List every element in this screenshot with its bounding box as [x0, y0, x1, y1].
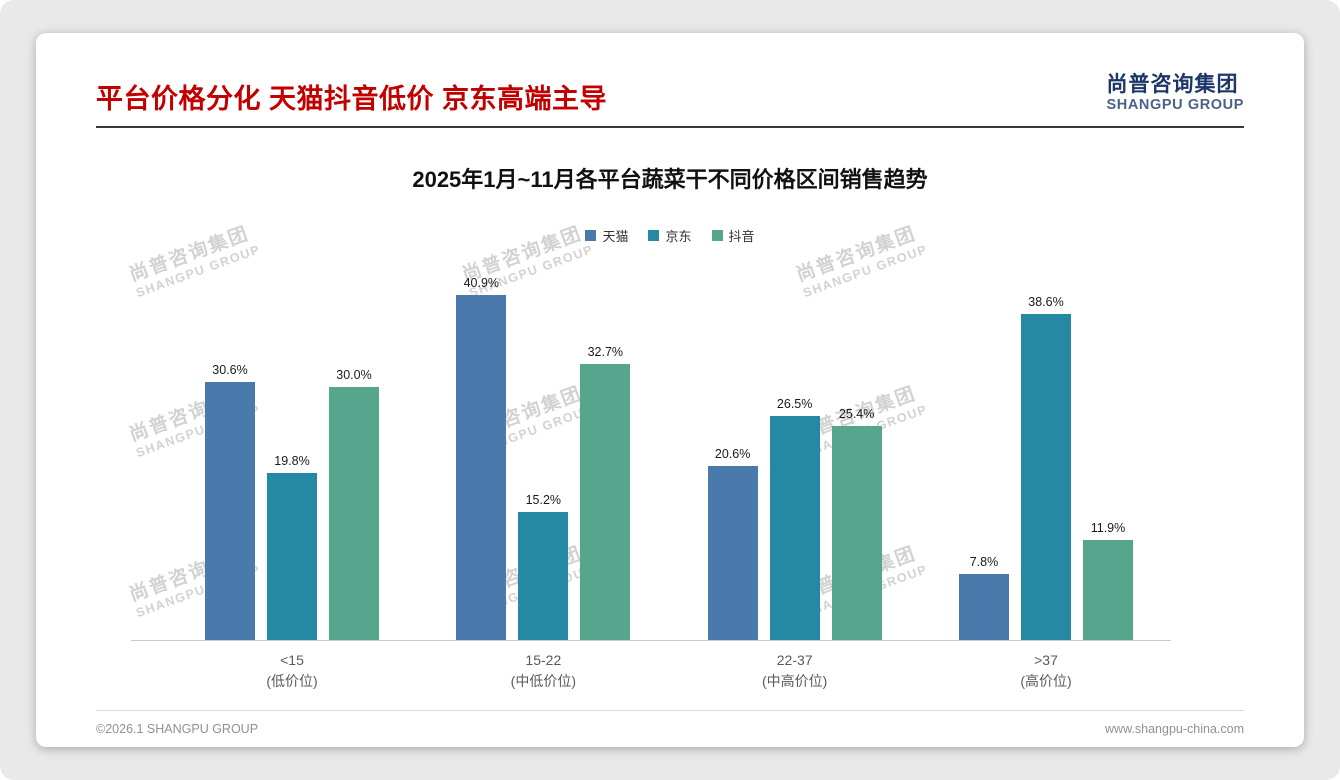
bar [267, 472, 317, 640]
bar [1020, 313, 1071, 640]
bar [456, 294, 507, 640]
bar [707, 465, 758, 640]
category-tier: (中低价位) [510, 672, 576, 689]
bar-value-label: 32.7% [587, 344, 624, 359]
company-logo: 尚普咨询集团 SHANGPU GROUP [1106, 73, 1244, 116]
bar-group: 20.6% 26.5% 25.4% [707, 396, 882, 640]
legend-label: 抖音 [728, 228, 755, 244]
category-range: 22-37 [776, 651, 813, 668]
bar-column: 30.6% [205, 363, 255, 640]
bar [958, 573, 1009, 640]
bar-column: 38.6% [1020, 294, 1071, 640]
bar [1082, 539, 1133, 640]
bar-column: 7.8% [958, 554, 1009, 640]
bar [205, 381, 255, 640]
bar [329, 386, 379, 640]
chart-legend: 天猫 京东 抖音 [36, 226, 1304, 245]
bar-value-label: 30.0% [336, 367, 372, 382]
bar-column: 30.0% [329, 368, 379, 640]
footer-copyright: ©2026.1 SHANGPU GROUP [96, 722, 259, 736]
bar-group: 7.8% 38.6% 11.9% [958, 294, 1133, 640]
bar-value-label: 7.8% [969, 554, 999, 569]
bar-value-label: 11.9% [1090, 520, 1126, 535]
bar-value-label: 15.2% [525, 492, 562, 507]
logo-cn-text: 尚普咨询集团 [1106, 73, 1239, 96]
bar-value-label: 30.6% [212, 362, 248, 377]
bar [769, 415, 820, 640]
category-range: >37 [1034, 651, 1058, 668]
bar-column: 40.9% [456, 275, 507, 640]
bar-column: 25.4% [831, 406, 882, 640]
bar-column: 11.9% [1082, 520, 1133, 640]
legend-swatch-icon [648, 229, 660, 241]
category-tier: (高价位) [1020, 672, 1072, 689]
category-label: 22-37 (中高价位) [708, 650, 882, 692]
bar-column: 26.5% [769, 396, 820, 640]
category-label: <15 (低价位) [205, 650, 379, 692]
chart-title: 2025年1月~11月各平台蔬菜干不同价格区间销售趋势 [412, 166, 928, 192]
bar-group: 30.6% 19.8% 30.0% [205, 363, 379, 640]
bar [518, 511, 569, 640]
category-axis: <15 (低价位) 15-22 (中低价位) 22-37 (中高价位) >37 (高价位) [131, 650, 1171, 692]
page-title: 平台价格分化 天猫抖音低价 京东高端主导 [96, 83, 608, 114]
category-tier: (低价位) [266, 672, 318, 689]
bar-group: 40.9% 15.2% 32.7% [456, 275, 631, 640]
bar-column: 19.8% [267, 454, 317, 640]
legend-swatch-icon [711, 229, 723, 241]
slide-card: 尚普咨询集团 SHANGPU GROUP 尚普咨询集团 SHANGPU GROUP 尚普… [36, 33, 1304, 747]
bar-value-label: 40.9% [463, 275, 500, 290]
bar-column: 15.2% [518, 492, 569, 640]
category-label: >37 (高价位) [959, 650, 1133, 692]
header: 平台价格分化 天猫抖音低价 京东高端主导 尚普咨询集团 SHANGPU GROU… [96, 33, 1244, 128]
bar-column: 32.7% [580, 344, 631, 640]
bar-value-label: 38.6% [1028, 294, 1064, 309]
bar-value-label: 19.8% [274, 453, 310, 468]
legend-item: 京东 [648, 226, 692, 245]
bar-value-label: 25.4% [838, 406, 875, 421]
legend-item: 抖音 [711, 226, 755, 245]
logo-en-text: SHANGPU GROUP [1106, 97, 1244, 114]
category-label: 15-22 (中低价位) [456, 650, 630, 692]
legend-item: 天猫 [585, 226, 628, 245]
bar-column: 20.6% [707, 446, 758, 640]
legend-swatch-icon [585, 229, 597, 241]
category-range: <15 [280, 651, 304, 668]
footer: ©2026.1 SHANGPU GROUP www.shangpu-china.… [96, 710, 1244, 736]
footer-website: www.shangpu-china.com [1105, 722, 1244, 736]
bar [580, 363, 631, 640]
bar [831, 425, 882, 640]
plot-area: 30.6% 19.8% 30.0% 40.9% 15.2% 32.7% 20.6% 26.5%… [131, 261, 1171, 641]
slide-content: 平台价格分化 天猫抖音低价 京东高端主导 尚普咨询集团 SHANGPU GROU… [36, 33, 1304, 747]
category-tier: (中高价位) [761, 672, 828, 689]
bar-value-label: 20.6% [714, 446, 751, 461]
legend-label: 天猫 [602, 228, 629, 244]
bar-value-label: 26.5% [776, 396, 813, 411]
legend-label: 京东 [665, 228, 692, 244]
category-range: 15-22 [525, 651, 562, 668]
